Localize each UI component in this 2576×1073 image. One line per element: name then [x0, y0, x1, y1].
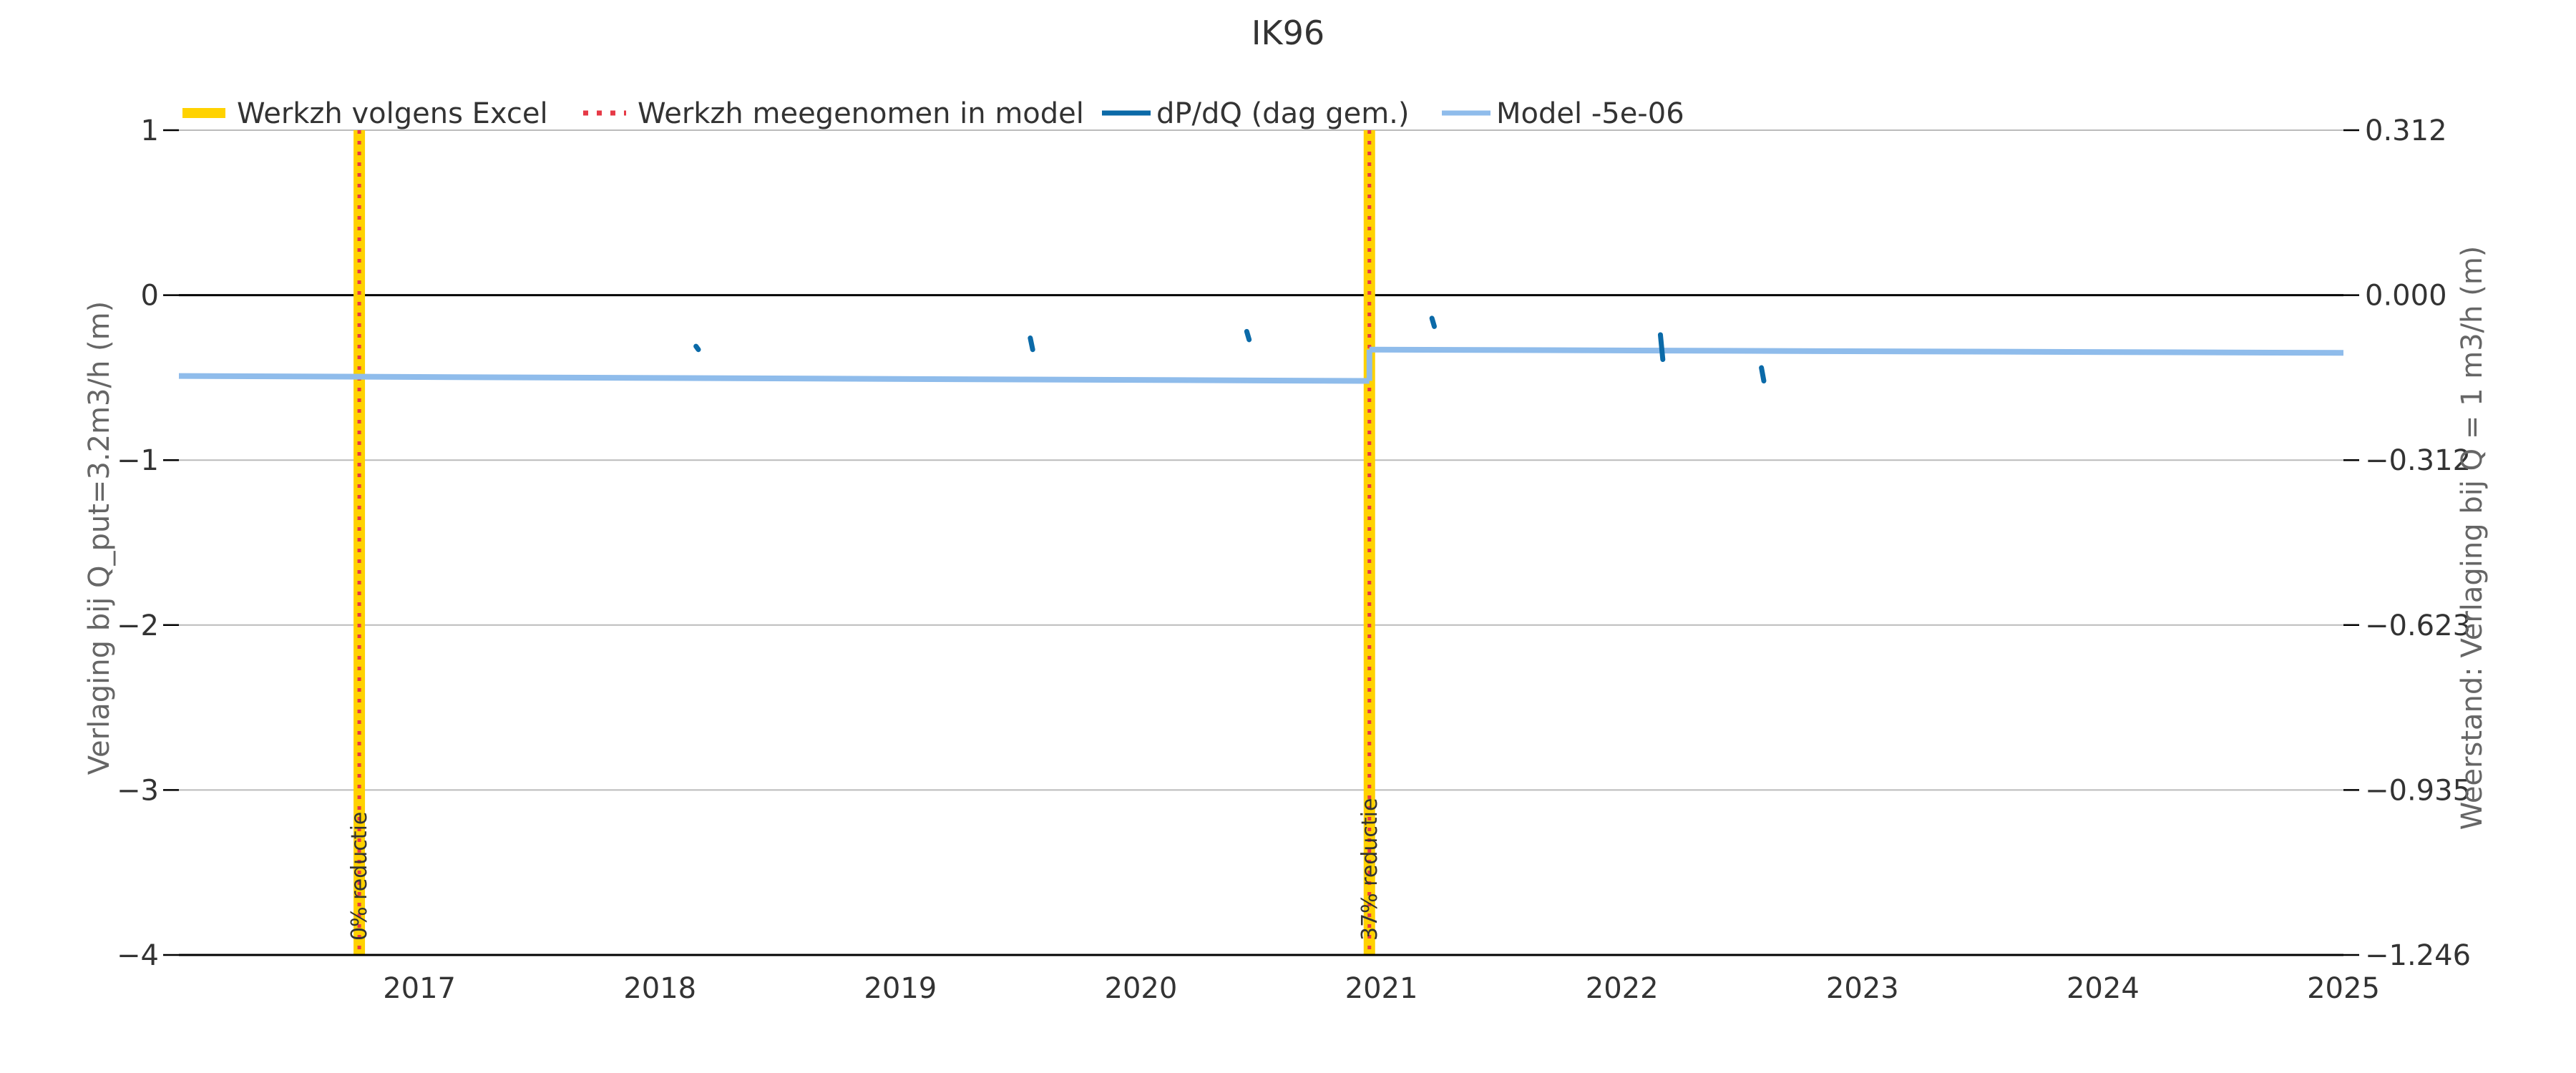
y-tick-label: −3: [117, 774, 159, 807]
measurement-series: [693, 315, 1767, 384]
y-tick-label: −1: [117, 444, 159, 477]
measurement-segment: [1657, 332, 1666, 363]
right-y-tick-label: 0.312: [2365, 114, 2447, 147]
chart-title: IK96: [1252, 14, 1324, 52]
measurement-segment: [1028, 335, 1035, 353]
y-tick-label: −2: [117, 609, 159, 642]
right-y-tick-label: −1.246: [2365, 939, 2471, 972]
measurement-segment: [1429, 315, 1437, 329]
event-label: 0% reductie: [347, 812, 372, 941]
legend-label: Werkzh meegenomen in model: [638, 97, 1084, 130]
right-y-tick-label: −0.312: [2365, 444, 2471, 477]
model-series: [178, 346, 2344, 384]
event-label: 37% reductie: [1357, 798, 1382, 941]
x-tick-label: 2024: [2067, 972, 2140, 1005]
right-y-tick-label: 0.000: [2365, 280, 2447, 313]
legend-item: Werkzh volgens Excel: [182, 97, 548, 130]
left-axis-label: Verlaging bij Q_put=3.2m3/h (m): [83, 301, 116, 775]
y-tick-label: 0: [141, 280, 159, 313]
x-tick-label: 2019: [864, 972, 937, 1005]
maintenance-events: 0% reductie 37% reductie: [347, 130, 1382, 955]
gridlines: [179, 129, 2343, 956]
legend: Werkzh volgens Excel Werkzh meegenomen in…: [182, 97, 1684, 130]
legend-label: Model -5e-06: [1496, 97, 1684, 130]
right-y-ticks: 0.312 0.000 −0.312 −0.623 −0.935 −1.246: [2343, 114, 2471, 972]
x-tick-label: 2018: [623, 972, 696, 1005]
legend-item: Werkzh meegenomen in model: [583, 97, 1084, 130]
right-y-tick-label: −0.935: [2365, 774, 2471, 807]
right-y-tick-label: −0.623: [2365, 609, 2471, 642]
y-tick-label: −4: [117, 939, 159, 972]
legend-label: Werkzh volgens Excel: [237, 97, 548, 130]
x-tick-label: 2017: [383, 972, 456, 1005]
measurement-segment: [1244, 328, 1252, 343]
right-axis-label: Weerstand: Verlaging bij Q = 1 m3/h (m): [2456, 246, 2489, 831]
measurement-segment: [1759, 365, 1767, 384]
y-tick-label: 1: [141, 114, 159, 147]
measurement-segment: [693, 343, 701, 353]
x-ticks: 2017 2018 2019 2020 2021 2022 2023 2024 2025: [383, 972, 2380, 1005]
x-tick-label: 2020: [1105, 972, 1178, 1005]
x-tick-label: 2023: [1826, 972, 1899, 1005]
legend-item: dP/dQ (dag gem.): [1102, 97, 1409, 130]
left-y-ticks: 1 0 −1 −2 −3 −4: [117, 114, 179, 972]
legend-item: Model -5e-06: [1442, 97, 1684, 130]
model-line-segment: [1369, 346, 2344, 356]
x-tick-label: 2022: [1586, 972, 1659, 1005]
legend-label: dP/dQ (dag gem.): [1156, 97, 1409, 130]
x-tick-label: 2025: [2307, 972, 2380, 1005]
model-line-segment: [178, 373, 1370, 384]
x-tick-label: 2021: [1345, 972, 1418, 1005]
